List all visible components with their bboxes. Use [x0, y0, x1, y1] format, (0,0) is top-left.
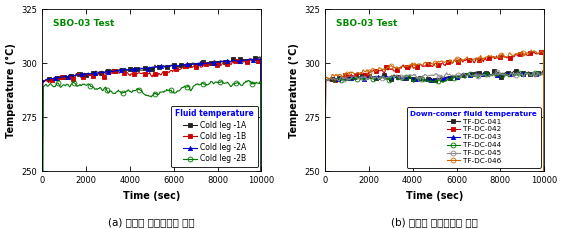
TF-DC-042: [537, 50, 544, 53]
Line: TF-DC-043: TF-DC-043: [323, 71, 547, 229]
Text: (a) 저온관 유체온도의 변화: (a) 저온관 유체온도의 변화: [108, 217, 195, 227]
TF-DC-042: [322, 80, 329, 83]
TF-DC-045: [322, 81, 329, 84]
Line: TF-DC-042: TF-DC-042: [323, 50, 547, 229]
X-axis label: Time (sec): Time (sec): [406, 191, 463, 201]
Line: Cold leg -2A: Cold leg -2A: [40, 57, 263, 229]
TF-DC-045: [452, 74, 459, 76]
TF-DC-044: [535, 70, 542, 73]
X-axis label: Time (sec): Time (sec): [123, 191, 180, 201]
TF-DC-046: [507, 51, 513, 54]
TF-DC-041: [452, 76, 459, 78]
Cold leg -1B: [173, 68, 180, 71]
Cold leg -2A: [169, 64, 176, 67]
Cold leg -1B: [168, 69, 175, 72]
Text: (b) 강수부 유체온도의 변화: (b) 강수부 유체온도의 변화: [391, 217, 478, 227]
TF-DC-042: [452, 60, 459, 62]
Line: Cold leg -1A: Cold leg -1A: [40, 55, 263, 229]
Line: Cold leg -2B: Cold leg -2B: [39, 78, 264, 229]
TF-DC-043: [452, 76, 458, 79]
Cold leg -1B: [224, 63, 230, 65]
Cold leg -2A: [238, 59, 244, 62]
Line: TF-DC-045: TF-DC-045: [323, 70, 547, 229]
TF-DC-043: [322, 78, 329, 81]
TF-DC-042: [452, 59, 458, 62]
Cold leg -1A: [173, 63, 180, 66]
Cold leg -1A: [224, 60, 230, 63]
TF-DC-044: [456, 76, 463, 79]
Legend: Cold leg -1A, Cold leg -1B, Cold leg -2A, Cold leg -2B: Cold leg -1A, Cold leg -1B, Cold leg -2A…: [171, 106, 258, 167]
TF-DC-046: [520, 54, 527, 57]
TF-DC-044: [507, 74, 513, 77]
TF-DC-045: [452, 74, 458, 77]
Cold leg -2B: [238, 84, 244, 87]
TF-DC-046: [452, 59, 458, 62]
TF-DC-046: [456, 61, 463, 63]
Line: TF-DC-046: TF-DC-046: [323, 48, 547, 229]
TF-DC-044: [520, 74, 527, 76]
Cold leg -2B: [245, 79, 252, 82]
Line: TF-DC-041: TF-DC-041: [323, 68, 547, 229]
Cold leg -1B: [169, 71, 176, 73]
Cold leg -1A: [169, 64, 176, 67]
TF-DC-045: [493, 71, 500, 74]
Cold leg -1A: [39, 79, 46, 82]
Y-axis label: Temperature (°C): Temperature (°C): [6, 43, 16, 138]
TF-DC-041: [507, 73, 513, 75]
TF-DC-043: [520, 73, 527, 75]
TF-DC-043: [456, 75, 463, 78]
TF-DC-043: [452, 76, 459, 79]
TF-DC-043: [507, 73, 513, 76]
Cold leg -2B: [168, 90, 175, 93]
TF-DC-041: [452, 76, 458, 79]
TF-DC-046: [452, 59, 459, 62]
TF-DC-044: [322, 79, 329, 81]
Cold leg -2A: [168, 64, 175, 67]
Cold leg -2A: [257, 57, 264, 60]
Y-axis label: Temperature (°C): Temperature (°C): [288, 43, 298, 138]
Cold leg -1A: [257, 55, 263, 58]
TF-DC-044: [452, 75, 458, 77]
TF-DC-046: [528, 49, 534, 52]
Cold leg -2B: [173, 91, 180, 94]
Cold leg -1A: [168, 64, 175, 67]
TF-DC-041: [456, 75, 463, 78]
TF-DC-045: [507, 72, 514, 74]
Cold leg -1B: [246, 57, 253, 60]
Line: TF-DC-044: TF-DC-044: [323, 69, 547, 229]
Cold leg -1B: [39, 81, 46, 84]
Text: SBO-03 Test: SBO-03 Test: [336, 19, 397, 28]
TF-DC-042: [456, 59, 463, 62]
Cold leg -2A: [173, 64, 180, 67]
Cold leg -1A: [238, 58, 244, 60]
TF-DC-046: [322, 77, 329, 79]
TF-DC-045: [456, 74, 463, 76]
Cold leg -1B: [238, 60, 244, 63]
TF-DC-042: [507, 57, 513, 59]
Cold leg -2A: [39, 80, 46, 83]
TF-DC-042: [520, 54, 527, 56]
Cold leg -2B: [224, 82, 230, 84]
Cold leg -2B: [169, 91, 176, 94]
TF-DC-044: [452, 76, 459, 78]
TF-DC-041: [322, 80, 329, 83]
Text: SBO-03 Test: SBO-03 Test: [53, 19, 114, 28]
Cold leg -2A: [224, 60, 230, 63]
Legend: TF-DC-041, TF-DC-042, TF-DC-043, TF-DC-044, TF-DC-045, TF-DC-046: TF-DC-041, TF-DC-042, TF-DC-043, TF-DC-0…: [406, 107, 540, 168]
TF-DC-045: [521, 74, 528, 76]
TF-DC-043: [522, 71, 529, 74]
Line: Cold leg -1B: Cold leg -1B: [40, 57, 263, 229]
TF-DC-041: [512, 69, 519, 72]
TF-DC-041: [521, 73, 528, 76]
